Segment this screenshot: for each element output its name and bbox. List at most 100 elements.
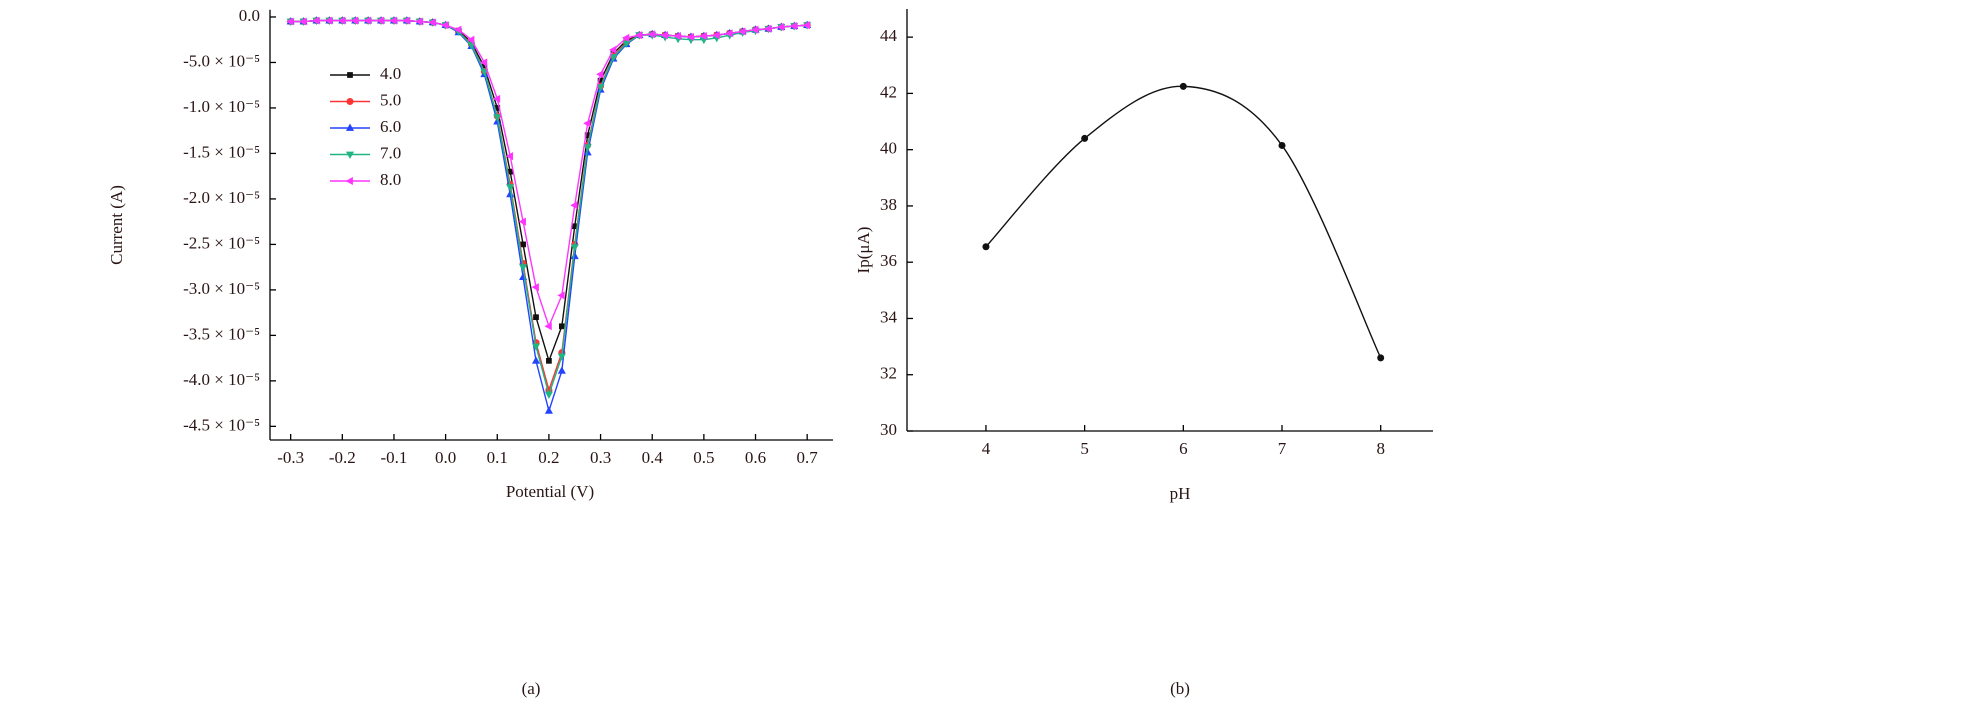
y-tick-label: 36 xyxy=(880,251,897,270)
marker xyxy=(802,21,811,30)
marker xyxy=(634,31,643,40)
x-axis-label: pH xyxy=(1170,484,1191,503)
marker xyxy=(531,356,541,364)
series-line xyxy=(290,19,808,393)
x-tick-label: 0.4 xyxy=(642,448,664,467)
marker xyxy=(1179,82,1187,90)
x-tick-label: -0.1 xyxy=(381,448,408,467)
marker xyxy=(345,176,353,186)
x-tick-label: -0.3 xyxy=(277,448,304,467)
marker xyxy=(596,70,604,79)
marker xyxy=(725,29,733,38)
x-axis-label: Potential (V) xyxy=(506,482,594,501)
marker xyxy=(570,201,578,210)
legend-label: 6.0 xyxy=(380,117,401,136)
marker xyxy=(345,123,355,131)
y-tick-label: 30 xyxy=(880,420,897,439)
marker xyxy=(583,119,591,128)
marker xyxy=(557,353,566,361)
y-tick-label: 44 xyxy=(880,26,898,45)
marker xyxy=(699,32,707,41)
marker xyxy=(346,98,354,106)
legend-label: 8.0 xyxy=(380,170,401,189)
marker xyxy=(583,144,592,152)
legend-label: 5.0 xyxy=(380,90,401,109)
marker xyxy=(557,291,565,300)
y-tick-label: -4.5 × 10⁻⁵ xyxy=(183,415,260,434)
y-tick-label: 34 xyxy=(880,307,898,326)
x-tick-label: 0.6 xyxy=(745,448,766,467)
y-axis-label: Ip(μA) xyxy=(854,227,873,274)
marker xyxy=(286,17,294,26)
y-axis-label: Current (A) xyxy=(107,185,126,265)
marker xyxy=(1278,141,1286,149)
marker xyxy=(299,17,307,26)
y-tick-label: -3.0 × 10⁻⁵ xyxy=(183,279,260,298)
x-tick-label: 0.0 xyxy=(435,448,456,467)
y-tick-label: -2.5 × 10⁻⁵ xyxy=(183,233,260,252)
x-tick-label: 4 xyxy=(982,439,991,458)
marker xyxy=(493,114,502,122)
y-tick-label: -2.0 × 10⁻⁵ xyxy=(183,188,260,207)
y-tick-label: 0.0 xyxy=(239,6,260,25)
x-tick-label: 0.5 xyxy=(693,448,714,467)
marker xyxy=(531,343,541,351)
marker xyxy=(621,33,630,42)
marker xyxy=(533,314,539,321)
marker xyxy=(789,22,798,31)
marker xyxy=(751,25,759,34)
marker xyxy=(519,264,528,272)
marker xyxy=(686,32,694,42)
marker xyxy=(776,22,785,32)
marker xyxy=(622,40,631,48)
x-tick-label: 5 xyxy=(1080,439,1089,458)
marker xyxy=(531,283,539,292)
marker xyxy=(609,45,617,54)
marker xyxy=(660,31,668,40)
series-line xyxy=(290,19,808,414)
marker xyxy=(712,31,720,40)
marker xyxy=(546,357,552,364)
marker xyxy=(506,184,515,192)
marker xyxy=(520,241,526,248)
x-tick-label: 0.7 xyxy=(797,448,819,467)
marker xyxy=(480,68,489,77)
series-line xyxy=(290,19,808,397)
marker xyxy=(647,30,656,39)
marker xyxy=(1377,354,1385,362)
marker xyxy=(415,17,423,26)
x-tick-label: -0.2 xyxy=(329,448,356,467)
marker xyxy=(402,16,410,25)
series-line xyxy=(290,19,808,364)
y-tick-label: 40 xyxy=(880,139,897,158)
x-tick-label: 8 xyxy=(1376,439,1385,458)
x-tick-label: 0.3 xyxy=(590,448,611,467)
marker xyxy=(1081,134,1089,142)
marker xyxy=(544,322,552,331)
marker xyxy=(982,243,990,251)
y-tick-label: -1.0 × 10⁻⁵ xyxy=(183,97,260,116)
marker xyxy=(363,16,371,25)
marker xyxy=(347,72,353,78)
marker xyxy=(389,16,397,25)
y-tick-label: 38 xyxy=(880,195,897,214)
x-tick-label: 7 xyxy=(1278,439,1287,458)
marker xyxy=(558,323,565,330)
marker xyxy=(738,27,746,36)
marker xyxy=(673,32,681,41)
y-tick-label: -3.5 × 10⁻⁵ xyxy=(183,324,260,343)
marker xyxy=(337,16,346,25)
marker xyxy=(479,58,488,67)
marker xyxy=(454,25,462,34)
marker xyxy=(570,251,579,260)
marker xyxy=(441,21,449,30)
marker xyxy=(505,152,514,161)
legend-label: 4.0 xyxy=(380,64,401,83)
caption: (b) xyxy=(1170,679,1190,698)
plot: 0.0 -5.0 × 10⁻⁵ -1.0 × 10⁻⁵ -1.5 × 10⁻⁵ -2.0… xyxy=(183,6,833,467)
marker xyxy=(557,366,566,374)
y-tick-label: -4.0 × 10⁻⁵ xyxy=(183,370,260,389)
marker xyxy=(544,406,553,414)
